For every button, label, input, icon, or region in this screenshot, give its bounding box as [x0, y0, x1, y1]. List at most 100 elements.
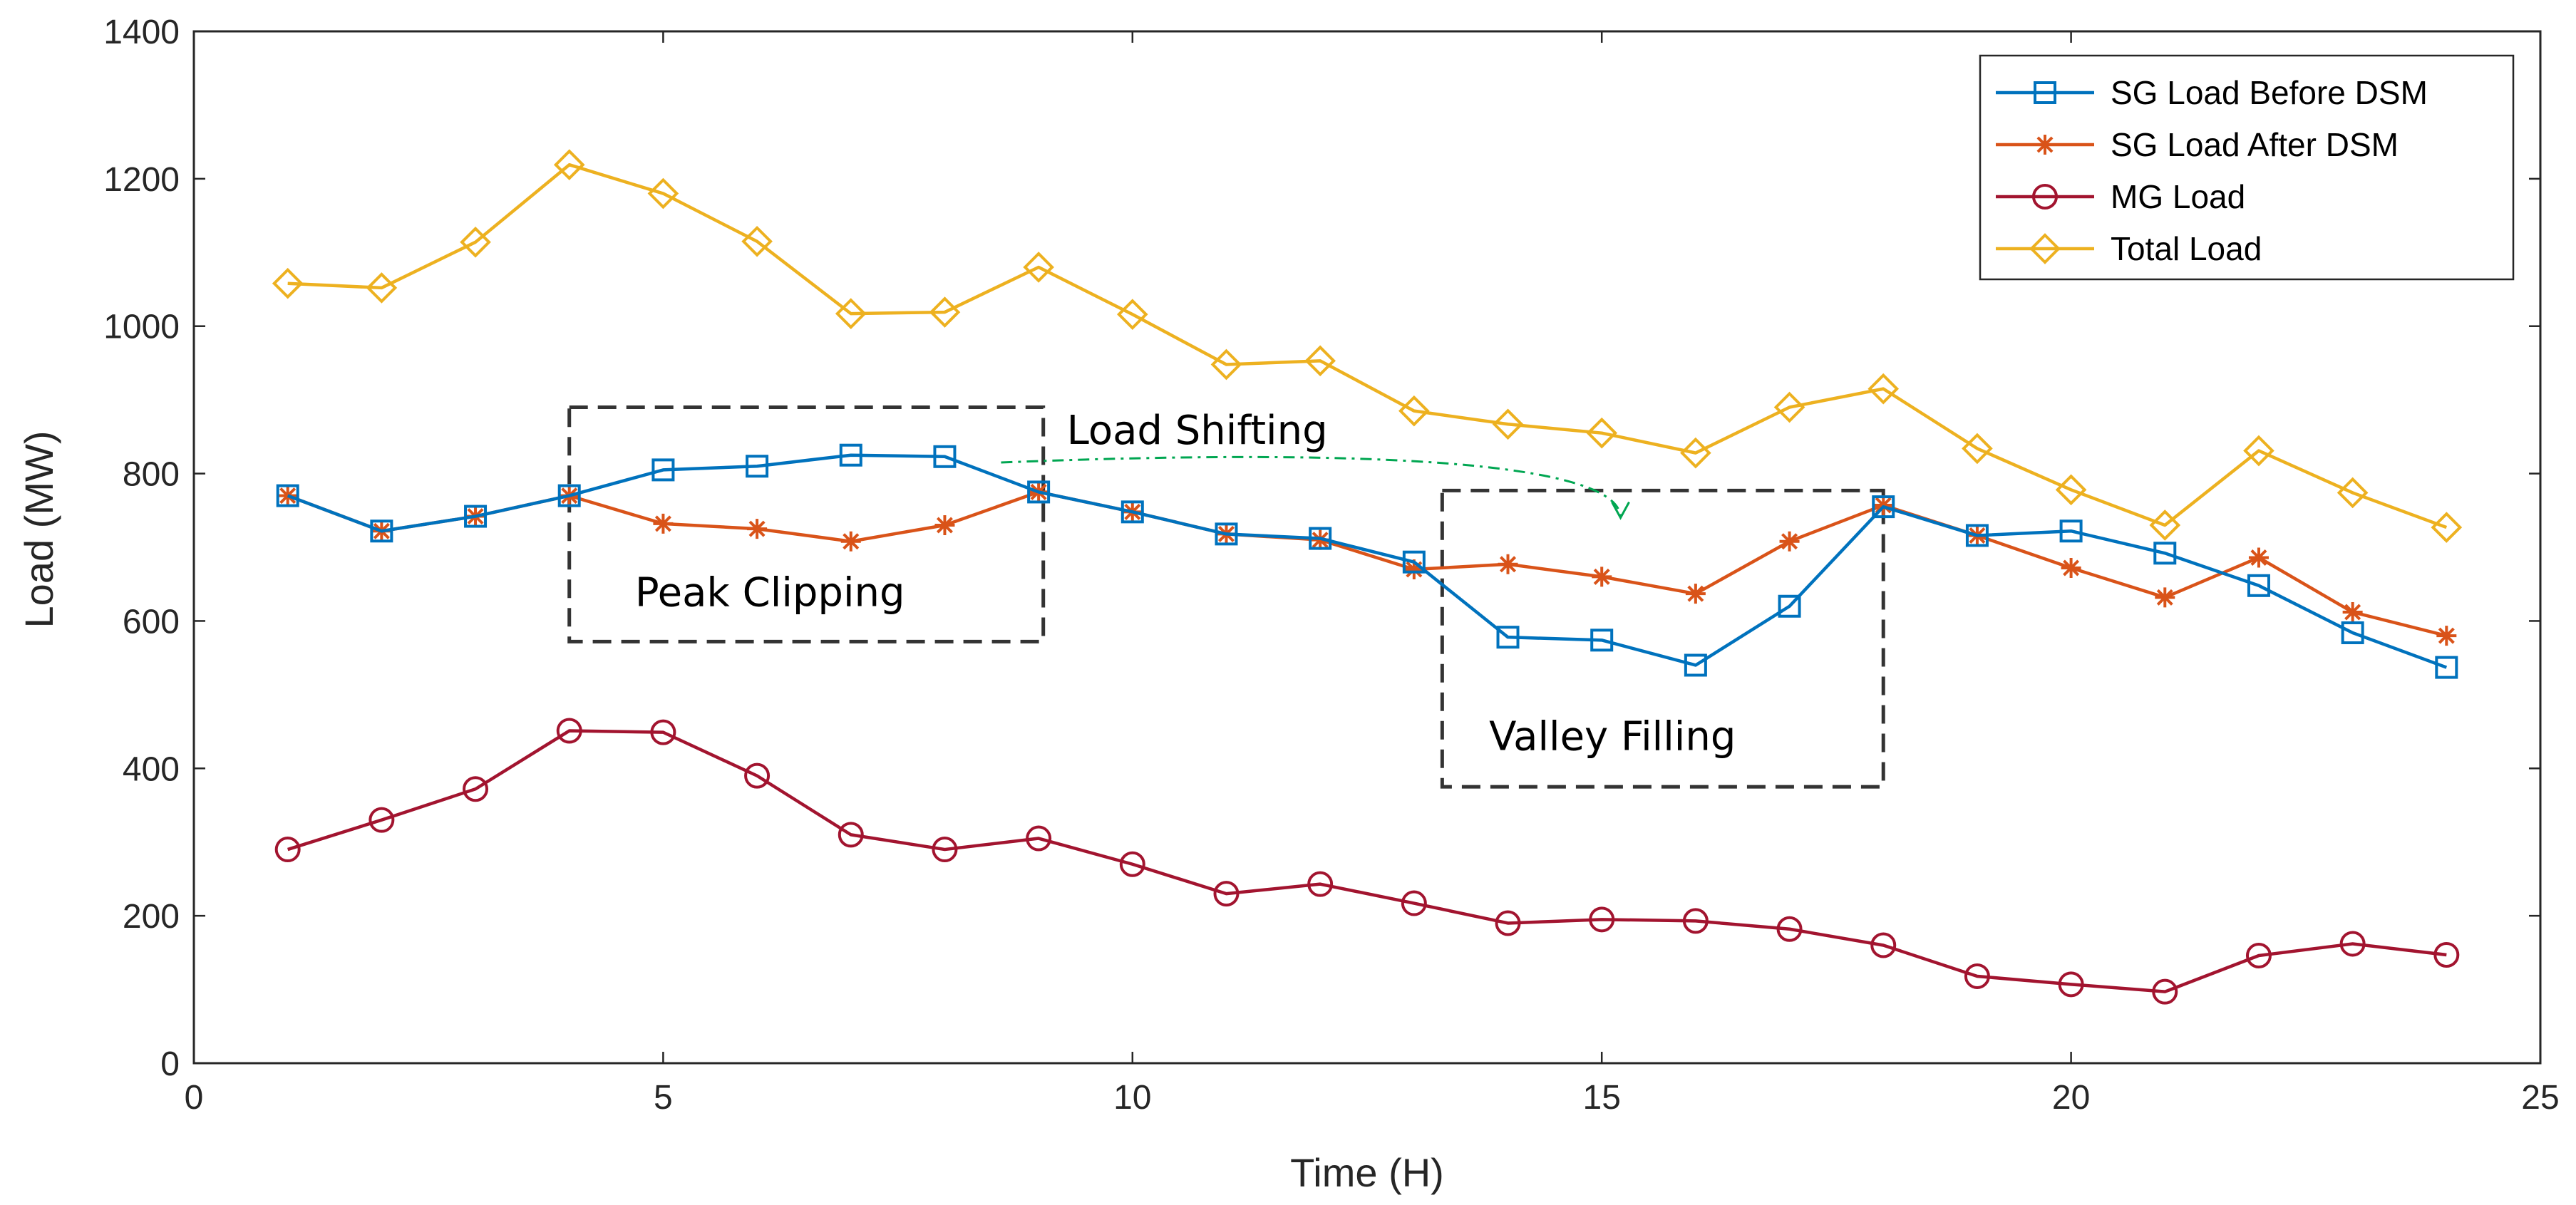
data-point-mg-load [1495, 910, 1521, 936]
legend-label: SG Load Before DSM [2111, 74, 2428, 111]
data-point-sg-load-after-dsm [1498, 554, 1518, 574]
data-point-sg-load-after-dsm [2436, 626, 2457, 646]
data-point-total-load [272, 267, 304, 299]
data-point-total-load [1680, 437, 1711, 469]
x-tick-label: 5 [654, 1079, 673, 1117]
data-point-sg-load-after-dsm [2342, 602, 2363, 623]
data-point-total-load [1304, 345, 1336, 377]
y-tick-label: 600 [123, 603, 180, 641]
data-point-sg-load-after-dsm [747, 519, 768, 539]
data-point-sg-load-before-dsm [276, 484, 299, 507]
data-point-total-load [1023, 252, 1054, 283]
data-point-mg-load [1964, 963, 1990, 989]
legend-marker [2035, 135, 2055, 155]
axes-frame [192, 30, 2542, 1065]
data-point-mg-load [463, 776, 489, 802]
data-point-mg-load [1682, 908, 1709, 934]
data-point-sg-load-before-dsm [1965, 524, 1989, 547]
data-point-total-load [1586, 417, 1618, 449]
legend-entry-total-load: Total Load [1996, 230, 2262, 267]
x-tick-label: 25 [2521, 1079, 2559, 1117]
y-tick-label: 200 [123, 898, 180, 936]
data-point-sg-load-after-dsm [653, 513, 674, 534]
data-point-mg-load [1026, 825, 1052, 852]
data-point-total-load [741, 225, 773, 257]
data-point-sg-load-before-dsm [370, 519, 393, 543]
data-point-sg-load-before-dsm [1309, 527, 1332, 550]
data-point-mg-load [1589, 906, 1615, 933]
legend-entry-sg-load-after-dsm: SG Load After DSM [1996, 126, 2399, 163]
data-point-sg-load-before-dsm [1402, 550, 1426, 574]
data-point-mg-load [744, 762, 771, 789]
valley-filling-label: Valley Filling [1489, 713, 1736, 760]
x-tick-label: 0 [185, 1079, 204, 1117]
data-point-mg-load [2245, 942, 2272, 968]
data-point-sg-load-before-dsm [1215, 522, 1238, 546]
data-point-mg-load [2152, 978, 2178, 1005]
legend-label: Total Load [2111, 230, 2262, 267]
data-point-sg-load-before-dsm [746, 455, 769, 478]
data-point-mg-load [1401, 890, 1427, 916]
data-point-mg-load [1307, 871, 1334, 897]
data-point-total-load [2337, 477, 2369, 509]
legend-marker [2034, 81, 2056, 104]
data-point-mg-load [1213, 881, 1240, 907]
x-tick-label: 15 [1583, 1079, 1621, 1117]
load-shifting-arrowhead [1611, 501, 1630, 520]
data-point-sg-load-before-dsm [1590, 629, 1614, 652]
data-point-sg-load-before-dsm [2153, 542, 2177, 565]
data-point-total-load [1867, 373, 1900, 405]
data-point-sg-load-after-dsm [934, 514, 955, 535]
data-point-total-load [929, 296, 961, 328]
series-total-load [272, 149, 2463, 543]
data-point-sg-load-before-dsm [464, 505, 488, 528]
peak-clipping-box [567, 405, 1046, 643]
data-point-sg-load-before-dsm [839, 443, 862, 467]
data-point-mg-load [1870, 932, 1897, 958]
peak-clipping-label: Peak Clipping [635, 570, 905, 616]
data-point-sg-load-before-dsm [2435, 656, 2458, 679]
series-sg-load-after-dsm [277, 482, 2457, 646]
data-point-sg-load-before-dsm [1120, 500, 1144, 524]
data-point-sg-load-before-dsm [1778, 594, 1801, 618]
y-tick-label: 1000 [103, 309, 180, 346]
data-point-mg-load [2339, 931, 2366, 957]
x-tick-label: 10 [1113, 1079, 1151, 1117]
x-tick-label: 20 [2052, 1079, 2090, 1117]
y-tick-label: 400 [123, 750, 180, 788]
data-point-total-load [1398, 395, 1430, 427]
data-point-total-load [460, 226, 491, 258]
series-line-mg-load [287, 729, 2447, 993]
data-point-sg-load-after-dsm [2061, 557, 2081, 578]
data-point-sg-load-before-dsm [1684, 653, 1707, 677]
data-point-sg-load-after-dsm [2155, 587, 2175, 608]
legend-label: MG Load [2111, 178, 2245, 215]
data-point-sg-load-after-dsm [1779, 531, 1800, 552]
data-point-mg-load [2058, 971, 2084, 998]
y-axis-label: Load (MW) [16, 431, 61, 629]
data-point-total-load [647, 177, 679, 210]
valley-filling-box [1440, 488, 1885, 789]
data-point-total-load [366, 272, 398, 304]
data-point-sg-load-before-dsm [651, 458, 675, 482]
data-point-total-load [2055, 474, 2087, 506]
data-point-sg-load-before-dsm [2341, 621, 2364, 644]
data-point-total-load [2243, 435, 2274, 467]
data-point-mg-load [650, 719, 676, 745]
data-point-sg-load-before-dsm [1496, 626, 1520, 649]
data-point-sg-load-before-dsm [557, 484, 581, 507]
data-point-total-load [1116, 299, 1148, 330]
data-point-sg-load-after-dsm [840, 531, 861, 552]
data-point-mg-load [1119, 851, 1145, 877]
data-point-sg-load-after-dsm [1403, 559, 1424, 580]
series-line-total-load [287, 162, 2448, 529]
data-point-total-load [1210, 348, 1242, 381]
data-point-sg-load-before-dsm [933, 445, 957, 468]
series-sg-load-before-dsm [276, 443, 2458, 679]
legend-marker [2029, 233, 2061, 264]
x-axis-label: Time (H) [1290, 1150, 1444, 1195]
legend-entry-sg-load-before-dsm: SG Load Before DSM [1996, 74, 2428, 111]
data-point-sg-load-before-dsm [2059, 519, 2083, 543]
data-point-total-load [2431, 512, 2463, 543]
